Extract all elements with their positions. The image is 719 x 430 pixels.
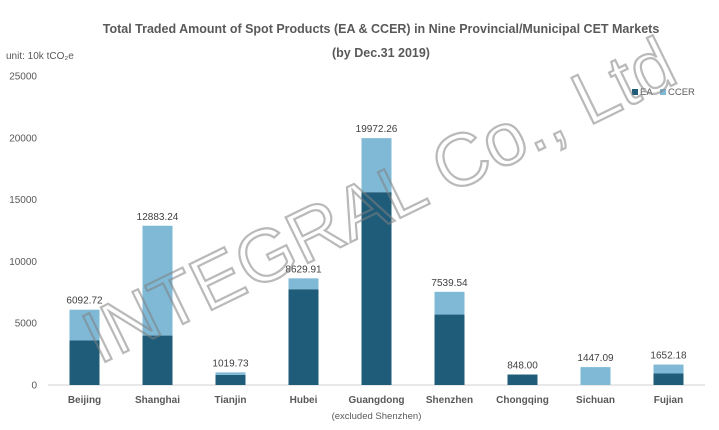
bar-ccer-guangdong [361,138,392,193]
chart-title: Total Traded Amount of Spot Products (EA… [103,22,660,36]
bar-ccer-fujian [653,364,684,374]
data-label-tianjin: 1019.73 [212,358,249,369]
bar-ccer-hubei [288,278,319,290]
y-tick-label: 20000 [9,133,37,144]
data-label-chongqing: 848.00 [507,361,538,372]
legend-swatch-ccer [660,89,666,95]
x-tick-note-guangdong: (excluded Shenzhen) [332,411,422,422]
x-tick-label-shanghai: Shanghai [135,395,180,406]
bar-ea-fujian [653,373,684,385]
bar-ccer-tianjin [215,372,246,375]
bar-ccer-beijing [69,309,100,341]
data-labels-group: 6092.72 12883.24 1019.73 8629.91 19972.26 753… [66,124,687,371]
legend-label-ccer: CCER [668,87,695,98]
x-tick-label-guangdong: Guangdong [348,395,404,406]
data-label-sichuan: 1447.09 [577,353,614,364]
bar-ea-shanghai [142,335,173,385]
y-axis: 0 5000 10000 15000 20000 25000 [9,72,37,392]
bar-ea-tianjin [215,374,246,385]
x-tick-label-chongqing: Chongqing [496,395,549,406]
y-tick-label: 5000 [15,319,38,330]
legend-swatch-ea [632,89,638,95]
bar-ea-hubei [288,289,319,385]
y-tick-label: 25000 [9,72,37,83]
x-tick-label-hubei: Hubei [290,395,318,406]
data-label-fujian: 1652.18 [650,351,687,362]
bar-ea-chongqing [507,374,538,385]
x-tick-label-shenzhen: Shenzhen [426,395,473,406]
bar-ccer-sichuan [580,367,611,385]
chart-subtitle: (by Dec.31 2019) [332,46,430,60]
x-axis: Beijing Shanghai Tianjin Hubei Guangdong (exc… [68,395,683,422]
x-tick-label-fujian: Fujian [654,395,683,406]
x-tick-label-beijing: Beijing [68,395,101,406]
data-label-hubei: 8629.91 [285,264,322,275]
bar-ccer-shanghai [142,225,173,336]
data-label-guangdong: 19972.26 [356,124,398,135]
y-axis-unit-label: unit: 10k tCO₂e [6,51,74,62]
bar-ea-shenzhen [434,314,465,385]
bar-ea-guangdong [361,192,392,385]
x-tick-label-sichuan: Sichuan [576,395,615,406]
bar-ea-beijing [69,340,100,385]
x-tick-label-tianjin: Tianjin [214,395,246,406]
bar-ccer-shenzhen [434,291,465,315]
data-label-shenzhen: 7539.54 [431,278,468,289]
data-label-shanghai: 12883.24 [137,212,179,223]
y-tick-label: 15000 [9,195,37,206]
data-label-beijing: 6092.72 [66,296,103,307]
bars-group [69,138,684,385]
y-tick-label: 0 [31,381,37,392]
legend: EA CCER [632,87,695,98]
y-tick-label: 10000 [9,257,37,268]
legend-label-ea: EA [640,87,653,98]
